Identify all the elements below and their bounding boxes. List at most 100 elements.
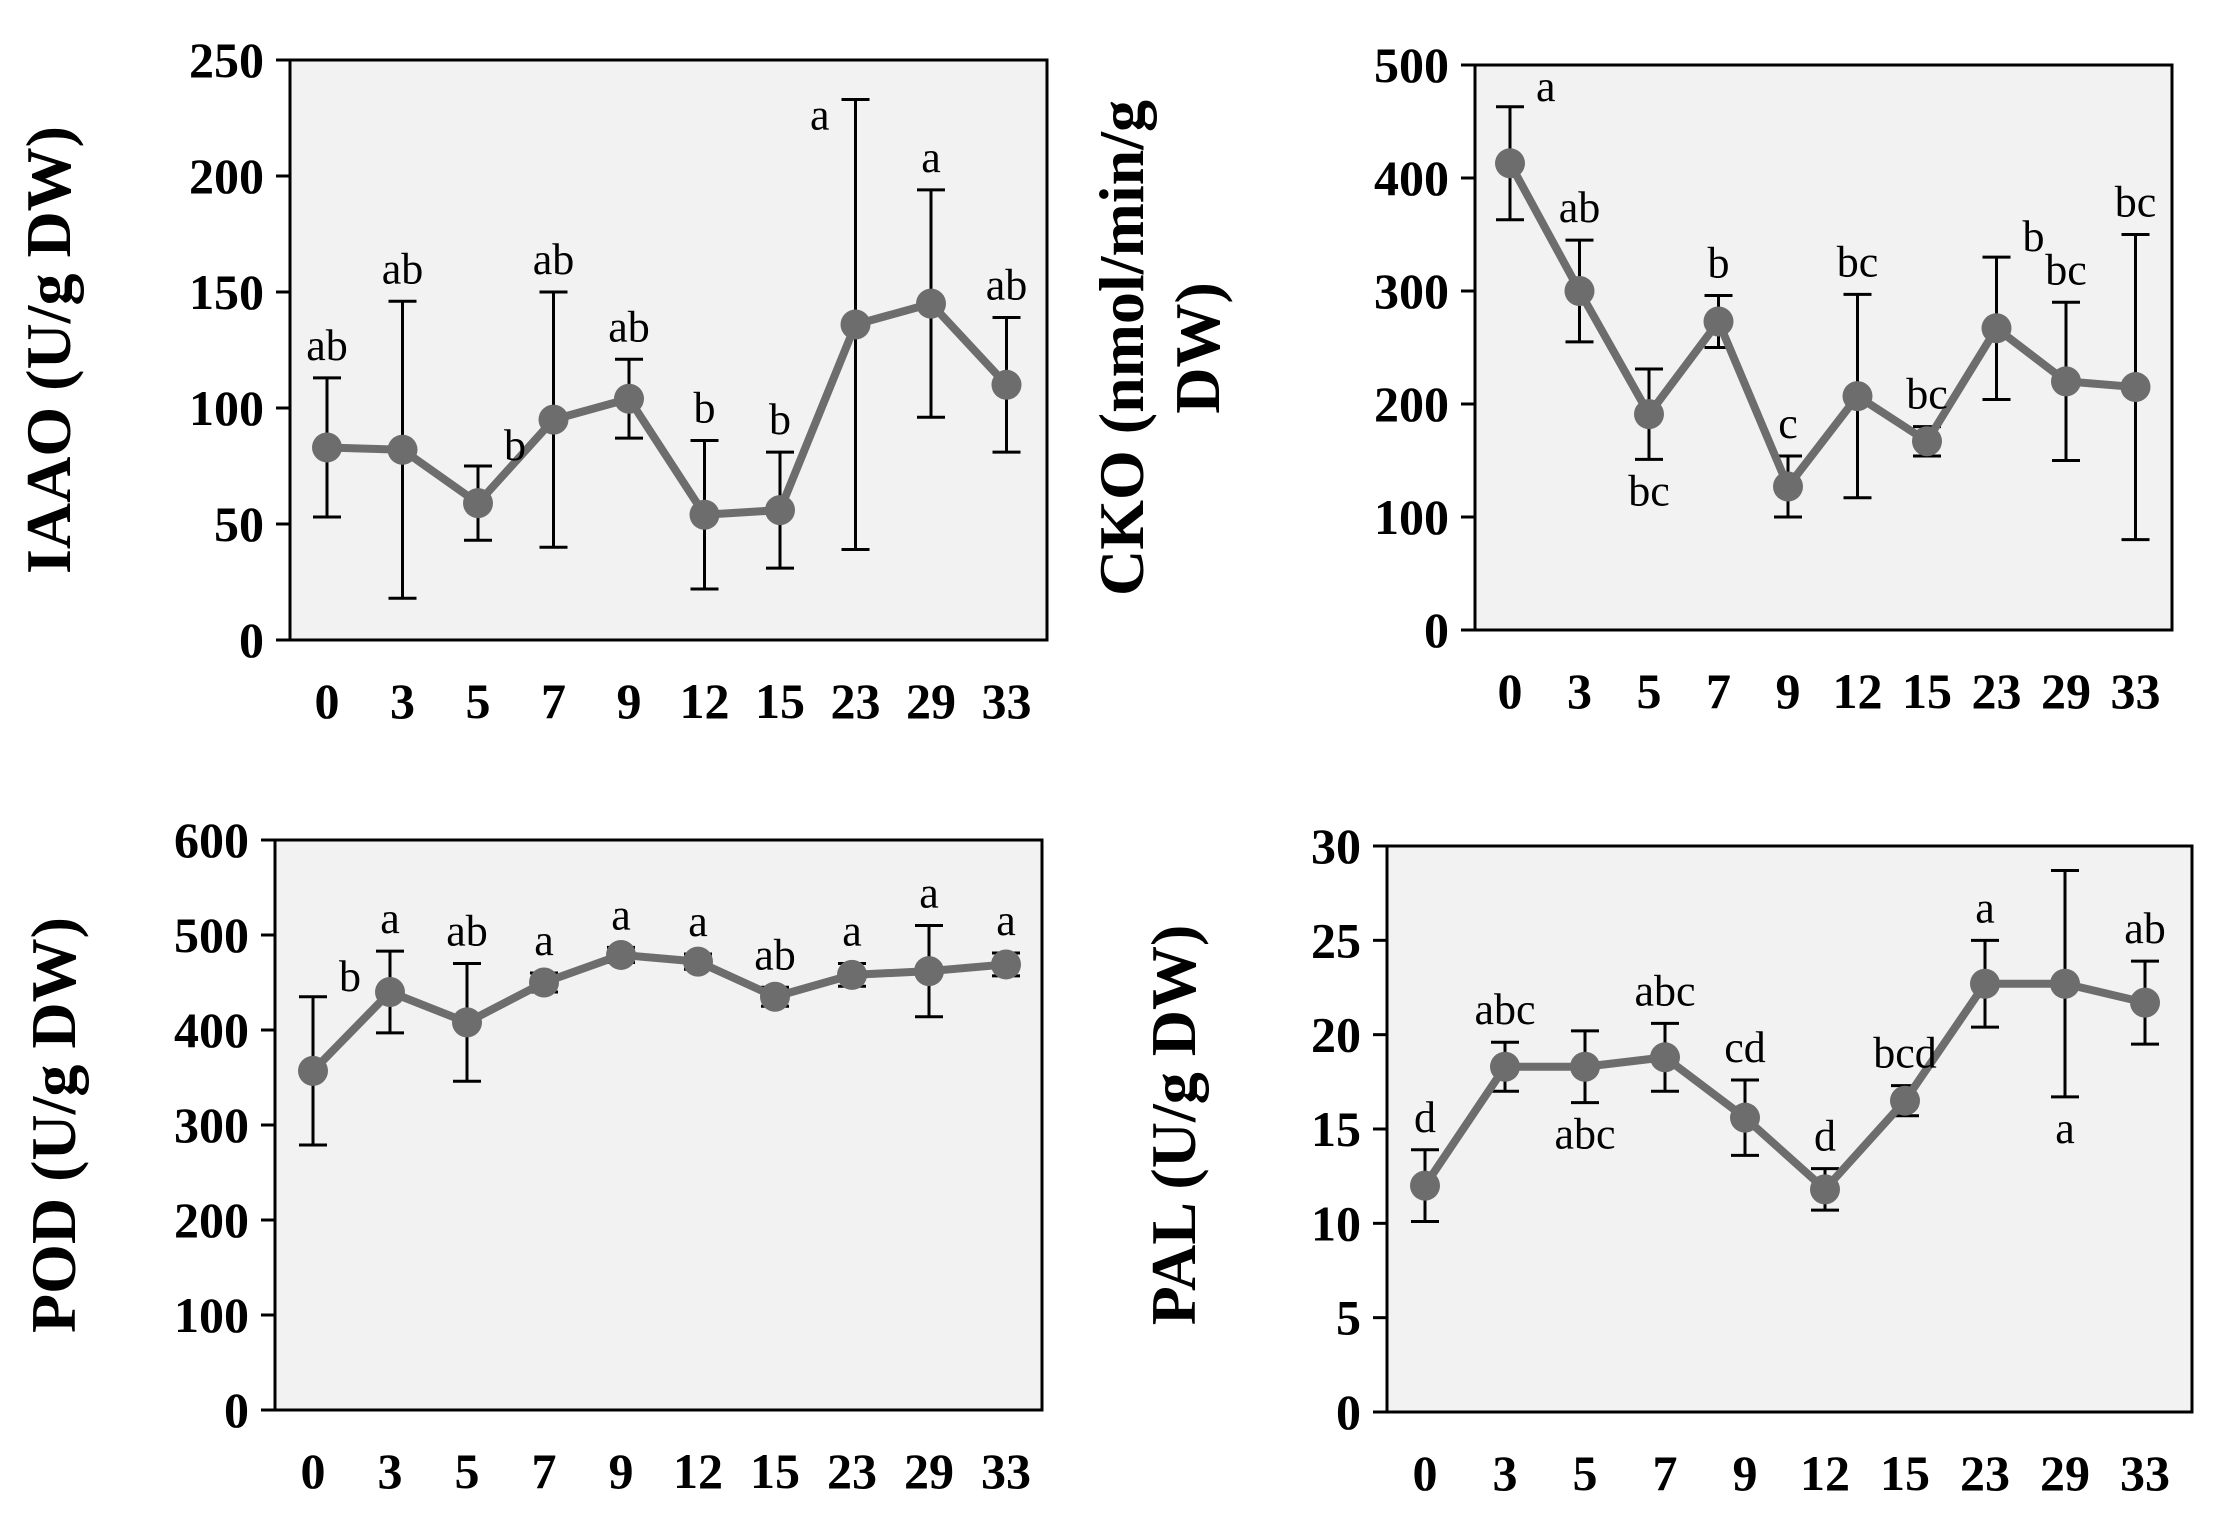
pod-x-tick-label: 15 bbox=[750, 1443, 800, 1499]
pod-y-axis-title: POD (U/g DW) bbox=[18, 917, 89, 1333]
cko-x-tick-label: 5 bbox=[1637, 663, 1662, 719]
pal-significance-label: d bbox=[1414, 1093, 1436, 1142]
cko-y-tick-label: 500 bbox=[1374, 37, 1449, 93]
pod-data-point bbox=[914, 956, 944, 987]
cko-significance-label: bc bbox=[1837, 237, 1879, 286]
pod-data-point bbox=[298, 1055, 328, 1086]
pod-data-point bbox=[529, 967, 559, 998]
pod-plot-area bbox=[273, 838, 1044, 1412]
pod-x-tick-label: 23 bbox=[827, 1443, 877, 1499]
iaao-significance-label: a bbox=[810, 90, 830, 139]
cko-y-tick-label: 0 bbox=[1424, 602, 1449, 658]
iaao-x-tick-label: 5 bbox=[466, 673, 491, 729]
iaao-x-tick-label: 9 bbox=[617, 673, 642, 729]
iaao-x-tick-label: 0 bbox=[315, 673, 340, 729]
pod-y-tick-label: 0 bbox=[224, 1382, 249, 1438]
cko-data-point bbox=[1634, 399, 1664, 430]
cko-data-point bbox=[1703, 306, 1734, 337]
iaao-plot-area bbox=[288, 58, 1049, 642]
cko-y-tick-label: 300 bbox=[1374, 263, 1449, 319]
cko-y-tick-label: 200 bbox=[1374, 376, 1449, 432]
iaao-significance-label: b bbox=[504, 421, 526, 470]
pod-y-tick-label: 300 bbox=[174, 1097, 249, 1153]
cko-x-tick-label: 12 bbox=[1833, 663, 1883, 719]
iaao-x-tick-label: 23 bbox=[831, 673, 881, 729]
cko-series-line bbox=[1506, 161, 2136, 491]
pod-significance-label: a bbox=[688, 897, 708, 946]
iaao-data-point bbox=[538, 404, 569, 435]
cko-y-tick-label: 400 bbox=[1374, 150, 1449, 206]
pod-significance-label: a bbox=[996, 896, 1016, 945]
cko-y-tick-label: 100 bbox=[1374, 489, 1449, 545]
pod-x-tick-label: 9 bbox=[609, 1443, 634, 1499]
pod-significance-label: a bbox=[611, 890, 631, 939]
iaao-significance-label: ab bbox=[306, 321, 348, 370]
pal-data-point bbox=[1490, 1051, 1520, 1082]
cko-y-axis-title: CKO (nmol/min/gDW) bbox=[1086, 100, 1233, 596]
iaao-data-point bbox=[312, 432, 342, 463]
pal-x-tick-label: 5 bbox=[1573, 1445, 1598, 1501]
pod-x-tick-label: 7 bbox=[532, 1443, 557, 1499]
cko-significance-label: b bbox=[1708, 239, 1730, 288]
pal-data-point bbox=[1730, 1102, 1760, 1133]
cko-significance-label: ab bbox=[1559, 183, 1601, 232]
cko-data-point bbox=[1912, 426, 1942, 457]
iaao-significance-label: ab bbox=[986, 261, 1028, 310]
pal-data-point bbox=[1970, 968, 2000, 999]
cko-significance-label: bc bbox=[1906, 370, 1948, 419]
pal-significance-label: abc bbox=[1474, 985, 1535, 1034]
cko-data-point bbox=[1564, 276, 1595, 306]
pal-x-tick-label: 29 bbox=[2040, 1445, 2090, 1501]
iaao-significance-label: b bbox=[694, 383, 716, 432]
pal-significance-label: bcd bbox=[1873, 1029, 1937, 1078]
pod-significance-label: ab bbox=[446, 907, 488, 956]
pal-significance-label: a bbox=[2055, 1104, 2075, 1153]
pod-data-point bbox=[452, 1007, 482, 1038]
iaao-y-tick-label: 200 bbox=[189, 148, 264, 204]
iaao-data-point bbox=[614, 383, 644, 414]
pod-x-tick-label: 5 bbox=[455, 1443, 480, 1499]
pal-y-tick-label: 15 bbox=[1311, 1101, 1361, 1157]
cko-significance-label: c bbox=[1778, 399, 1798, 448]
cko-x-tick-label: 0 bbox=[1498, 663, 1523, 719]
cko-significance-label: bc bbox=[2045, 245, 2087, 294]
pal-significance-label: cd bbox=[1724, 1023, 1766, 1072]
cko-x-tick-label: 15 bbox=[1902, 663, 1952, 719]
pal-data-point bbox=[2130, 987, 2160, 1018]
pod-y-tick-label: 500 bbox=[174, 907, 249, 963]
pal-data-point bbox=[1410, 1170, 1440, 1201]
pal-x-tick-label: 15 bbox=[1880, 1445, 1930, 1501]
pal-x-tick-label: 23 bbox=[1960, 1445, 2010, 1501]
pod-y-tick-label: 100 bbox=[174, 1287, 249, 1343]
iaao-x-tick-label: 29 bbox=[906, 673, 956, 729]
pal-data-point bbox=[2050, 968, 2080, 999]
pal-x-tick-label: 3 bbox=[1493, 1445, 1518, 1501]
cko-data-point bbox=[1495, 148, 1525, 179]
cko-significance-label: a bbox=[1536, 62, 1556, 111]
cko-data-point bbox=[2051, 366, 2081, 397]
cko-significance-label: bc bbox=[1628, 466, 1670, 515]
pal-significance-label: a bbox=[1975, 883, 1995, 932]
pal-significance-label: ab bbox=[2124, 904, 2166, 953]
pod-data-point bbox=[375, 977, 405, 1007]
cko-x-tick-label: 23 bbox=[1972, 663, 2022, 719]
pal-y-tick-label: 10 bbox=[1311, 1195, 1361, 1251]
iaao-data-point bbox=[463, 488, 493, 519]
iaao-data-point bbox=[765, 495, 795, 526]
cko-x-tick-label: 33 bbox=[2111, 663, 2161, 719]
cko-data-point bbox=[1773, 471, 1803, 502]
pod-y-tick-label: 400 bbox=[174, 1002, 249, 1058]
pal-significance-label: d bbox=[1814, 1112, 1836, 1161]
iaao-data-point bbox=[387, 434, 418, 465]
pal-y-tick-label: 0 bbox=[1336, 1384, 1361, 1440]
pod-significance-label: a bbox=[380, 894, 400, 943]
pod-x-tick-label: 12 bbox=[673, 1443, 723, 1499]
iaao-x-tick-label: 12 bbox=[680, 673, 730, 729]
iaao-data-point bbox=[689, 499, 720, 530]
cko-data-point bbox=[2120, 372, 2151, 403]
cko-data-point bbox=[1842, 381, 1873, 412]
